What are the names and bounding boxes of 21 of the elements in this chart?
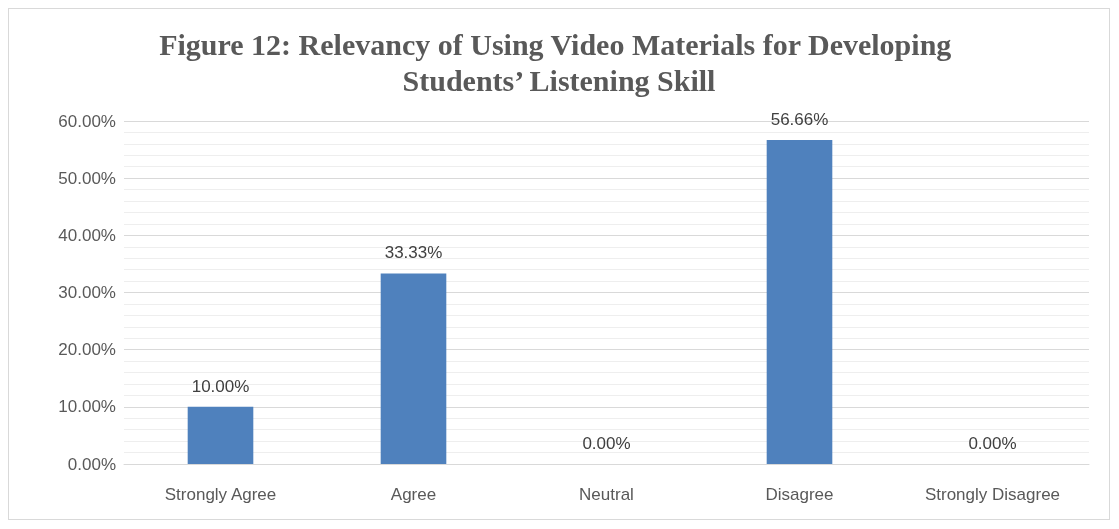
y-tick-label: 30.00% (58, 283, 116, 302)
data-label: 0.00% (582, 434, 631, 453)
x-tick-label: Strongly Agree (164, 485, 277, 504)
data-label: 33.33% (384, 243, 443, 263)
bar (766, 140, 833, 464)
y-tick-label: 20.00% (58, 340, 116, 360)
y-tick-label: 40.00% (58, 225, 116, 245)
chart-title: Figure 12: Relevancy of Using Video Materials for Developing Students’ Listening Skill (159, 27, 959, 97)
y-tick-label: 0.00% (67, 454, 116, 474)
y-tick-label: 60.00% (58, 111, 116, 131)
x-tick-label: Neutral (579, 485, 634, 504)
y-tick-label: 50.00% (58, 168, 116, 188)
data-label: 10.00% (191, 376, 250, 396)
bar (187, 406, 254, 464)
data-label: 56.66% (770, 110, 829, 130)
bar (380, 273, 447, 464)
data-label: 0.00% (968, 434, 1017, 453)
x-tick-label: Agree (390, 485, 437, 504)
y-tick-label: 10.00% (58, 397, 116, 417)
x-tick-label: Disagree (765, 485, 834, 504)
x-tick-label: Strongly Disagree (924, 485, 1061, 504)
